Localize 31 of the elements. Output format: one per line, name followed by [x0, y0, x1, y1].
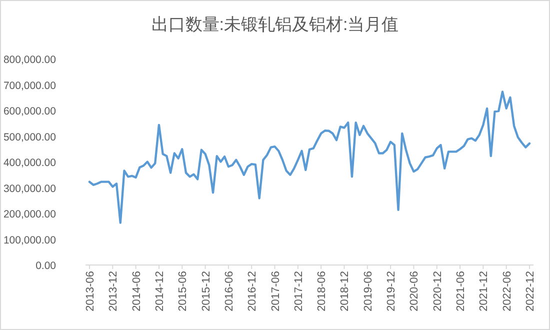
x-tick-label: 2022-12 [524, 271, 536, 312]
x-tick-label: 2018-12 [339, 271, 352, 312]
x-tick-label: 2017-12 [292, 271, 305, 312]
x-tick-label: 2015-12 [200, 271, 212, 312]
y-tick-label: 600,000.00 [3, 106, 56, 118]
y-tick-label: 500,000.00 [3, 131, 56, 144]
x-tick-label: 2022-06 [501, 271, 514, 312]
x-tick-label: 2019-06 [362, 271, 374, 312]
x-tick-label: 2016-12 [246, 271, 259, 312]
chart-title: 出口数量:未锻轧铝及铝材:当月值 [151, 15, 399, 34]
x-tick-label: 2021-06 [455, 271, 468, 312]
x-tick-label: 2018-06 [316, 271, 328, 312]
y-tick-label: 200,000.00 [3, 208, 56, 220]
y-tick-label: 800,000.00 [3, 54, 56, 66]
x-tick-label: 2019-12 [386, 271, 398, 312]
y-tick-label: 700,000.00 [3, 80, 56, 92]
y-tick-label: 300,000.00 [3, 182, 56, 195]
x-tick-label: 2020-12 [432, 271, 444, 312]
x-tick-label: 2017-06 [270, 271, 282, 312]
x-tick-label: 2014-06 [130, 271, 143, 312]
x-tick-label: 2021-12 [478, 271, 490, 312]
x-tick-label: 2013-12 [108, 271, 120, 312]
x-tick-label: 2015-06 [177, 271, 190, 312]
y-tick-label: 400,000.00 [3, 157, 56, 169]
line-series [88, 90, 531, 224]
y-tick-label: 0.00 [36, 260, 56, 272]
x-tick-label: 2020-06 [408, 271, 421, 312]
y-tick-label: 100,000.00 [3, 234, 56, 246]
x-tick-label: 2014-12 [154, 271, 166, 312]
x-tick-label: 2013-06 [84, 271, 96, 312]
x-tick-label: 2016-06 [223, 271, 236, 312]
